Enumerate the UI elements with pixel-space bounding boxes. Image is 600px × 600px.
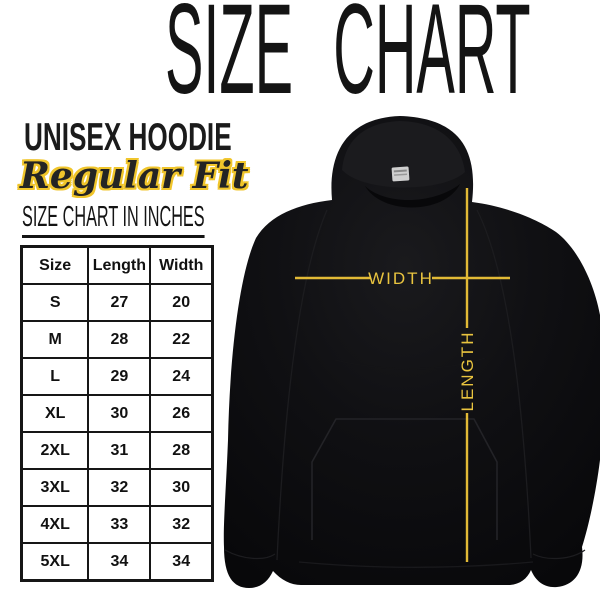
table-cell: 22: [149, 320, 214, 359]
table-cell: 26: [149, 394, 214, 433]
size-table: Size Length Width S 27 20 M 28 22 L 29 24 XL 30 26 2…: [20, 245, 214, 582]
table-cell: 5XL: [20, 542, 90, 582]
table-row: XL 30 26: [20, 394, 214, 433]
table-cell: 30: [87, 394, 152, 433]
table-cell: 2XL: [20, 431, 90, 470]
table-row: 5XL 34 34: [20, 542, 214, 582]
table-cell: 32: [87, 468, 152, 507]
hem-seam: [298, 561, 534, 568]
page-title: SIZE CHART: [165, 0, 531, 121]
right-sleeve-seam: [476, 209, 532, 559]
column-header-width: Width: [149, 245, 214, 285]
left-sleeve-seam: [276, 209, 328, 561]
width-label: WIDTH: [368, 269, 434, 288]
fit-label: Regular Fit: [20, 155, 249, 197]
neck-tag: [391, 166, 410, 182]
product-name: UNISEX HOODIE: [24, 116, 232, 159]
column-header-size: Size: [20, 245, 90, 285]
table-cell: 29: [87, 357, 152, 396]
hoodie-photo: WIDTH LENGTH: [223, 116, 600, 588]
table-cell: 20: [149, 283, 214, 322]
neckline-shadow: [365, 184, 460, 208]
table-row: 3XL 32 30: [20, 468, 214, 507]
table-cell: 34: [87, 542, 152, 582]
table-cell: S: [20, 283, 90, 322]
table-cell: 24: [149, 357, 214, 396]
left-cuff-seam: [224, 549, 276, 560]
pocket-outline: [311, 418, 498, 540]
table-cell: 27: [87, 283, 152, 322]
table-cell: XL: [20, 394, 90, 433]
table-cell: 30: [149, 468, 214, 507]
table-cell: 28: [149, 431, 214, 470]
table-cell: L: [20, 357, 90, 396]
table-cell: 4XL: [20, 505, 90, 544]
chest-wrinkle: [334, 357, 486, 370]
length-label: LENGTH: [458, 331, 477, 412]
hood-opening: [342, 121, 465, 188]
table-cell: 34: [149, 542, 214, 582]
right-cuff-seam: [532, 549, 586, 560]
table-row: S 27 20: [20, 283, 214, 322]
column-header-length: Length: [87, 245, 152, 285]
table-cell: 31: [87, 431, 152, 470]
table-cell: 33: [87, 505, 152, 544]
table-cell: 28: [87, 320, 152, 359]
table-row: L 29 24: [20, 357, 214, 396]
table-row: 2XL 31 28: [20, 431, 214, 470]
table-header-row: Size Length Width: [20, 245, 214, 285]
table-row: 4XL 33 32: [20, 505, 214, 544]
measurement-overlay: WIDTH LENGTH: [295, 188, 510, 562]
units-heading: SIZE CHART IN INCHES: [22, 203, 205, 238]
table-cell: 3XL: [20, 468, 90, 507]
table-cell: M: [20, 320, 90, 359]
table-cell: 32: [149, 505, 214, 544]
table-row: M 28 22: [20, 320, 214, 359]
